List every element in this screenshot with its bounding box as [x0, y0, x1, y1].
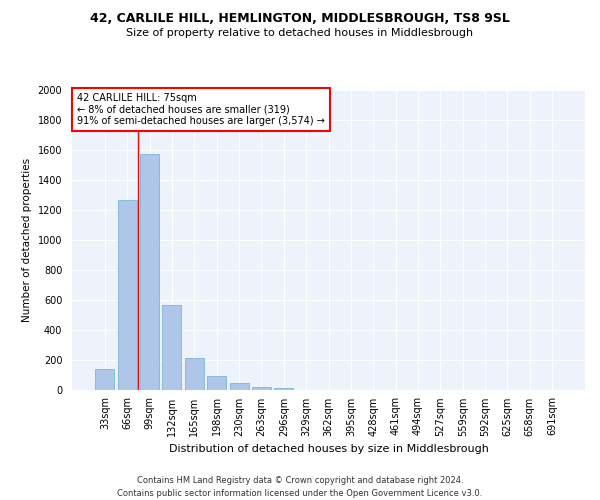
Bar [95, 369, 115, 390]
Y-axis label: Number of detached properties: Number of detached properties [22, 158, 32, 322]
Bar [118, 200, 137, 390]
Text: Size of property relative to detached houses in Middlesbrough: Size of property relative to detached ho… [127, 28, 473, 38]
Bar [252, 386, 271, 390]
Text: 42 CARLILE HILL: 75sqm
← 8% of detached houses are smaller (319)
91% of semi-det: 42 CARLILE HILL: 75sqm ← 8% of detached … [77, 93, 325, 126]
X-axis label: Distribution of detached houses by size in Middlesbrough: Distribution of detached houses by size … [169, 444, 488, 454]
Bar [163, 304, 181, 390]
Bar [274, 388, 293, 390]
Bar [230, 382, 248, 390]
Text: Contains HM Land Registry data © Crown copyright and database right 2024.
Contai: Contains HM Land Registry data © Crown c… [118, 476, 482, 498]
Text: 42, CARLILE HILL, HEMLINGTON, MIDDLESBROUGH, TS8 9SL: 42, CARLILE HILL, HEMLINGTON, MIDDLESBRO… [90, 12, 510, 26]
Bar [207, 376, 226, 390]
Bar [185, 358, 204, 390]
Bar [140, 154, 159, 390]
